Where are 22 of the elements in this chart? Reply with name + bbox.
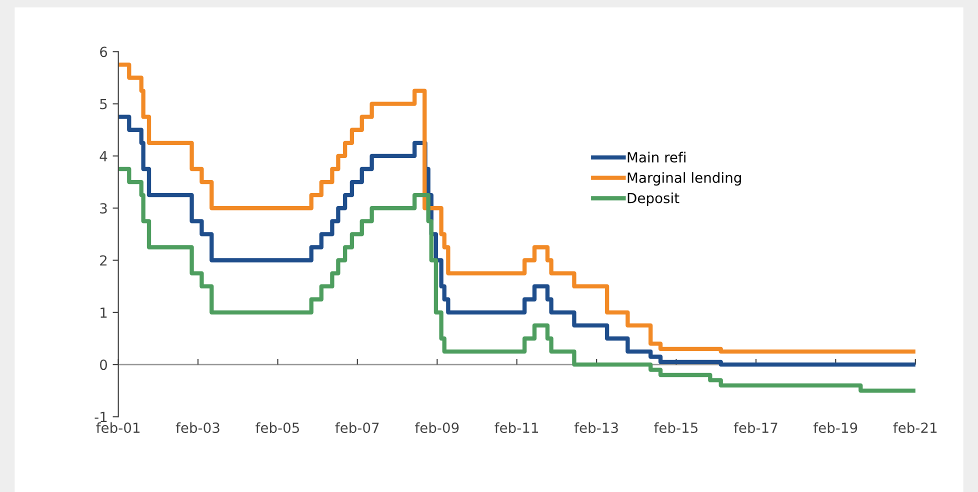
legend-label: Deposit — [628, 192, 680, 206]
legend-label: Marginal lending — [628, 172, 741, 186]
x-tick-label: feb-11 — [494, 422, 538, 434]
x-tick-label: feb-03 — [176, 422, 220, 434]
x-tick-label: feb-07 — [335, 422, 379, 434]
x-tick-label: feb-19 — [813, 422, 858, 434]
x-tick-label: feb-05 — [256, 422, 300, 434]
legend-label: Main refi — [628, 152, 686, 163]
x-tick-label: feb-15 — [654, 422, 698, 434]
x-tick-label: feb-17 — [734, 422, 778, 434]
x-tick-label: feb-01 — [96, 422, 140, 434]
y-tick-label: 0 — [100, 360, 107, 370]
y-tick-label: -1 — [94, 412, 107, 422]
x-tick-label: feb-21 — [893, 422, 937, 434]
y-tick-label: 1 — [100, 308, 107, 318]
x-tick-label: feb-09 — [415, 422, 459, 434]
y-tick-label: 6 — [100, 46, 108, 58]
y-tick-label: 4 — [100, 151, 108, 162]
y-tick-label: 3 — [100, 203, 107, 214]
x-tick-label: feb-13 — [574, 422, 618, 434]
y-tick-label: 5 — [100, 98, 107, 110]
y-tick-label: 2 — [100, 255, 107, 266]
